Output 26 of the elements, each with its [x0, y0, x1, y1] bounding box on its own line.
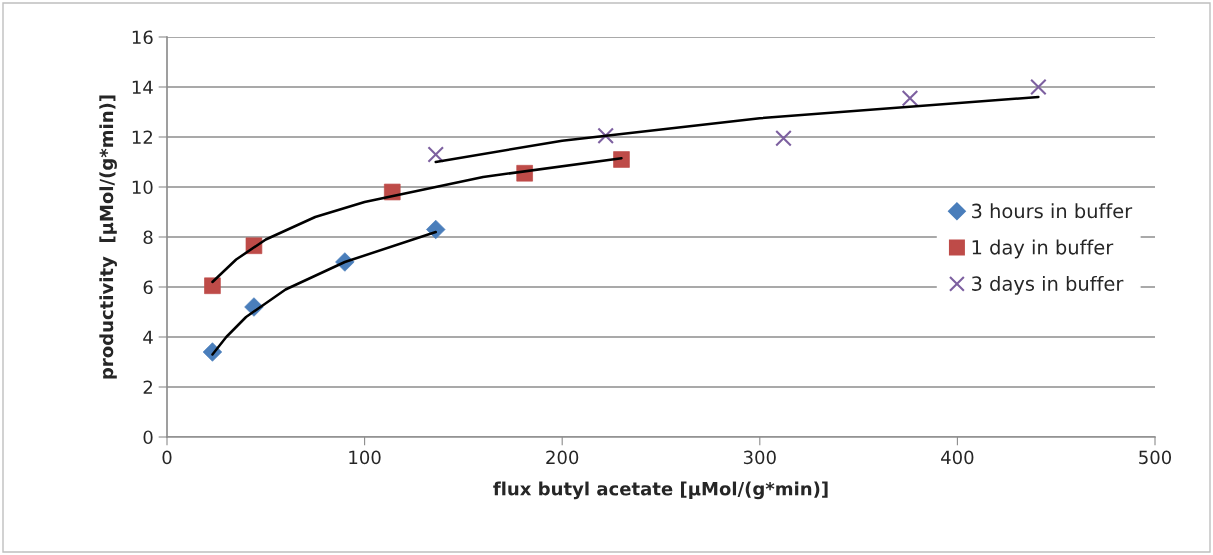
y-tick-label: 16	[132, 30, 153, 45]
point	[1030, 78, 1047, 96]
y-tick-label: 10	[132, 180, 153, 195]
point	[597, 127, 614, 145]
y-tick-label: 12	[132, 130, 152, 144]
y-tick-label: 14	[132, 80, 153, 94]
x-tick-label: 0	[162, 450, 172, 465]
legend-label: 1 day in buffer	[972, 239, 1114, 259]
y-axis-title: productivity [µMol/(g*min)]	[99, 95, 117, 379]
line-series	[434, 95, 1040, 164]
y-tick-label: 8	[143, 230, 153, 245]
y-tick-label: 6	[143, 280, 153, 295]
x-tick-label: 500	[1139, 450, 1172, 465]
point	[901, 89, 919, 107]
y-tick-label: 0	[143, 430, 153, 445]
legend-label: 3 days in buffer	[972, 275, 1124, 295]
x-tick-label: 100	[349, 450, 381, 465]
x-tick-label: 400	[941, 450, 974, 465]
x-axis-title: flux butyl acetate [µMol/(g*min)]	[493, 481, 828, 500]
x-tick-label: 200	[546, 450, 579, 465]
point	[427, 146, 445, 163]
y-tick-label: 2	[143, 380, 152, 394]
point	[775, 129, 792, 147]
legend-label: 3 hours in buffer	[972, 203, 1133, 219]
x-tick-label: 300	[743, 450, 776, 465]
y-tick-label: 4	[143, 330, 153, 344]
